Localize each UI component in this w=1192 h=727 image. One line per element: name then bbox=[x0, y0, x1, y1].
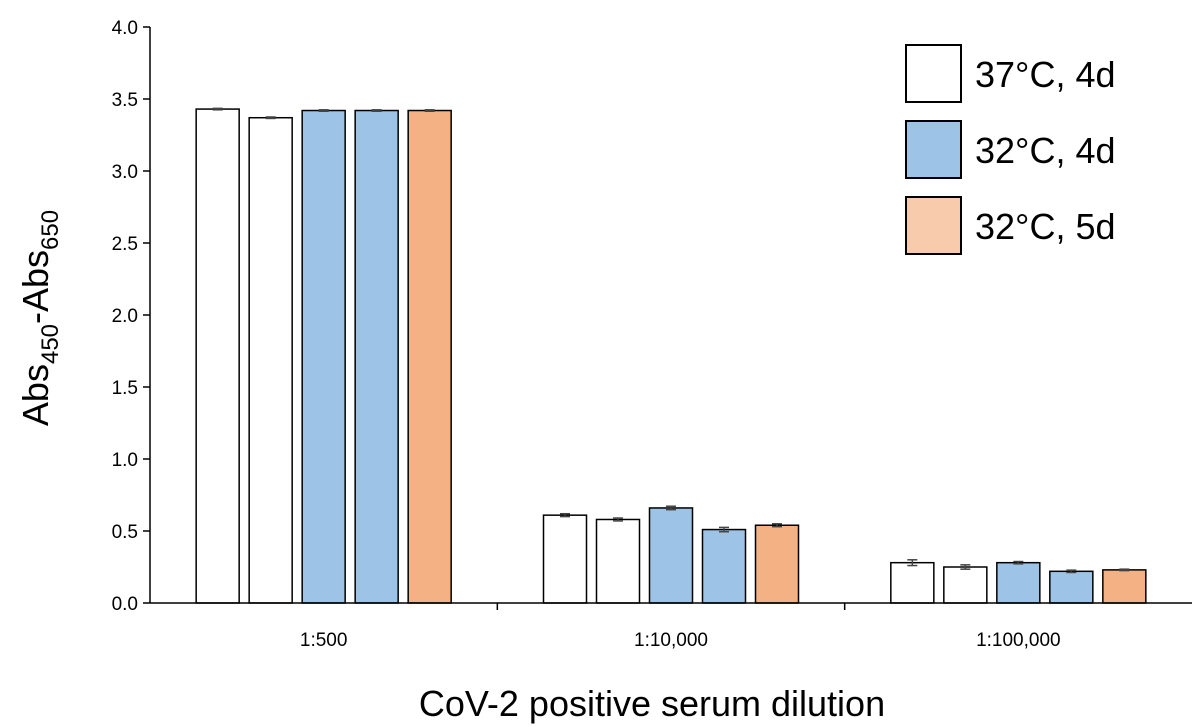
x-tick-label: 1:10,000 bbox=[634, 630, 708, 651]
bar bbox=[301, 109, 346, 604]
axes bbox=[149, 27, 1192, 610]
legend-swatch bbox=[905, 196, 962, 255]
bar bbox=[996, 561, 1041, 604]
y-tick-label: 3.5 bbox=[112, 90, 138, 111]
y-tick-label: 2.5 bbox=[112, 234, 138, 255]
y-tick-label: 3.0 bbox=[112, 162, 138, 183]
bar bbox=[354, 109, 399, 604]
x-axis-title: CoV-2 positive serum dilution bbox=[419, 683, 885, 724]
bar bbox=[195, 108, 240, 604]
bar bbox=[248, 116, 293, 604]
y-tick-label: 1.5 bbox=[112, 378, 138, 399]
y-tick-label: 2.0 bbox=[112, 306, 138, 327]
bar bbox=[890, 561, 935, 604]
legend: 37°C, 4d 32°C, 4d 32°C, 5d bbox=[905, 44, 1115, 255]
bar bbox=[943, 566, 988, 604]
legend-label: 32°C, 5d bbox=[975, 206, 1115, 247]
bars-group bbox=[195, 107, 1147, 604]
y-tick-label: 1.0 bbox=[112, 450, 138, 471]
bar bbox=[595, 518, 641, 604]
y-tick-label: 4.0 bbox=[112, 18, 138, 39]
y-axis-ticks: 0.0 0.5 1.0 1.5 2.0 2.5 3.0 3.5 4.0 bbox=[112, 18, 150, 615]
legend-swatch bbox=[905, 120, 962, 179]
bar bbox=[542, 514, 588, 604]
y-tick-label: 0.5 bbox=[112, 522, 138, 543]
bar bbox=[648, 507, 694, 604]
legend-label: 32°C, 4d bbox=[975, 130, 1115, 171]
x-tick-label: 1:500 bbox=[300, 630, 348, 651]
bar bbox=[407, 109, 452, 604]
bar bbox=[754, 524, 800, 604]
legend-swatch bbox=[905, 44, 962, 103]
y-axis-title: Abs450-Abs650 bbox=[15, 210, 64, 426]
x-tick-label: 1:100,000 bbox=[976, 630, 1061, 651]
bar bbox=[1049, 570, 1094, 604]
y-tick-label: 0.0 bbox=[112, 594, 138, 615]
bar bbox=[701, 528, 747, 604]
legend-label: 37°C, 4d bbox=[975, 54, 1115, 95]
x-axis-tick-labels: 1:500 1:10,000 1:100,000 bbox=[300, 630, 1061, 651]
bar bbox=[1102, 569, 1147, 604]
